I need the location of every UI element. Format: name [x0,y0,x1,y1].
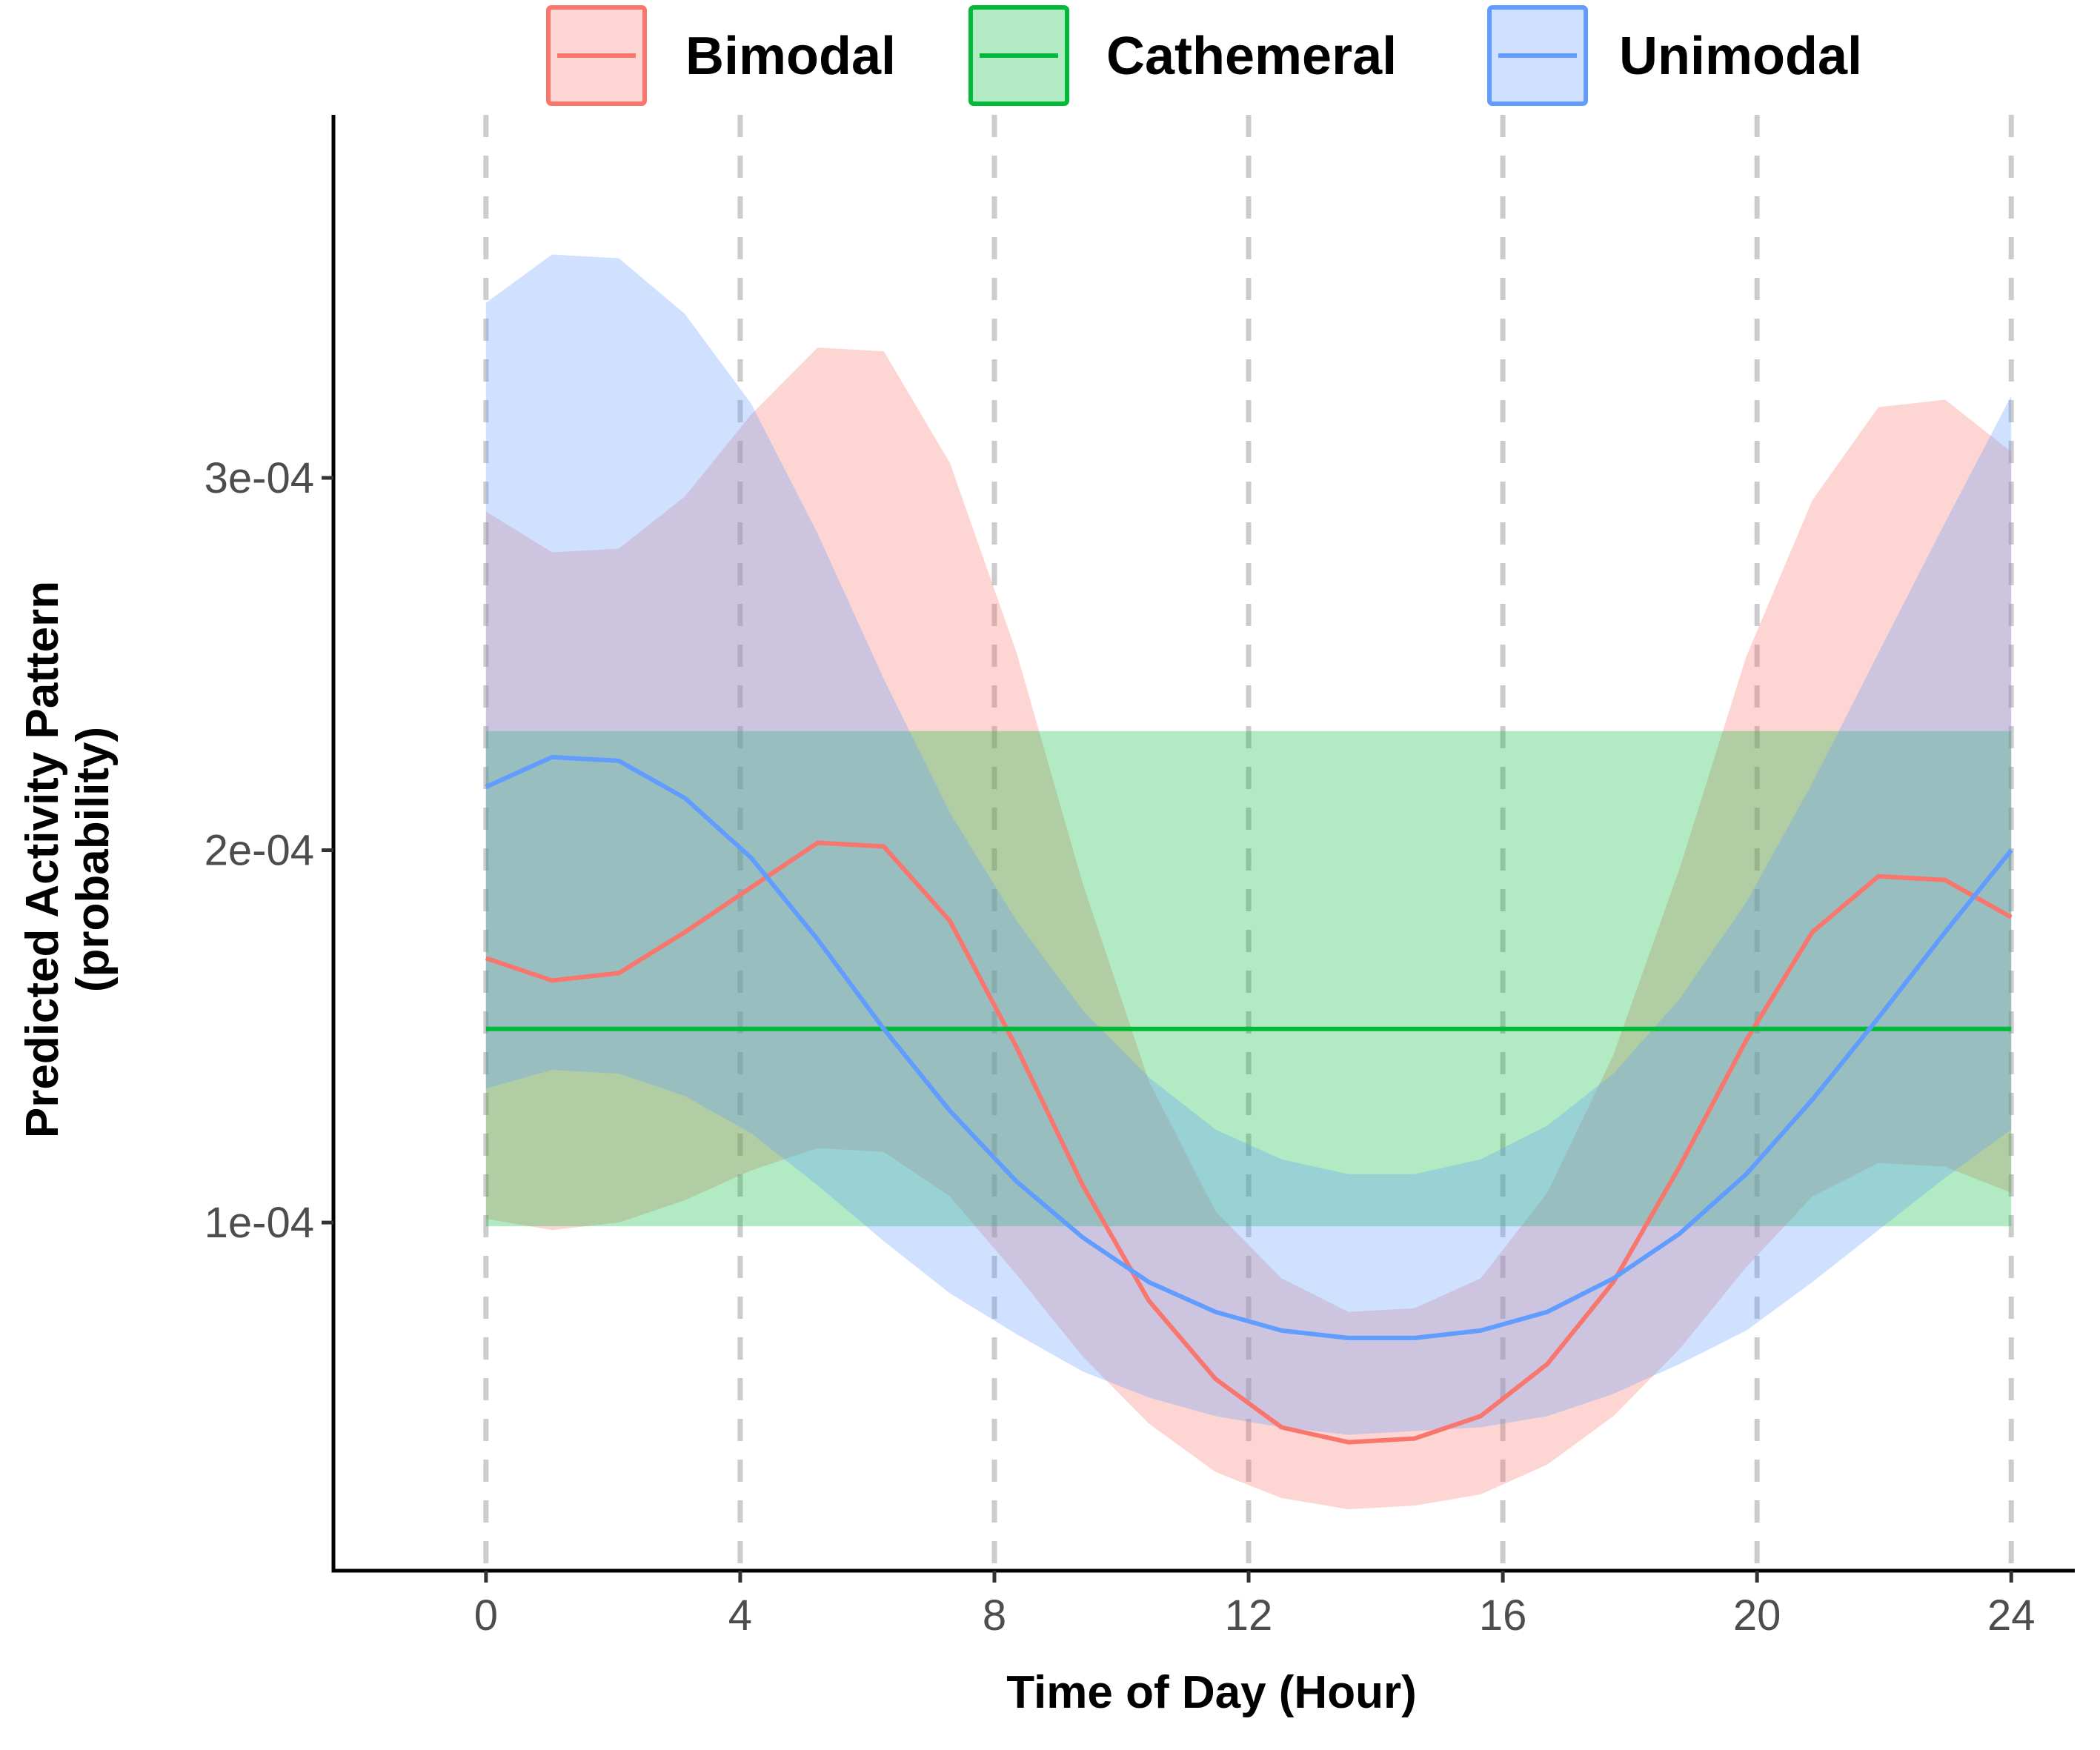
line-unimodal [485,754,2013,1340]
y-tick-label: 1e-04 [205,1199,314,1247]
x-tick-label: 24 [1987,1591,2036,1640]
y-axis-ticks: 1e-04 2e-04 3e-04 [205,454,333,1247]
band-cathemeral [485,731,2012,1227]
y-tick-label: 2e-04 [205,827,314,875]
legend-item-bimodal: Bimodal [546,5,896,106]
legend: Bimodal Cathemeral Unimodal [546,5,1862,106]
legend-label-unimodal: Unimodal [1619,27,1862,86]
series-lines [485,754,2013,1445]
band-bimodal [485,347,2012,1510]
legend-item-unimodal: Unimodal [1487,5,1862,106]
x-tick-label: 0 [474,1591,498,1640]
y-axis-title: Predicted Activity Pattern (probability) [17,581,119,1138]
legend-label-cathemeral: Cathemeral [1106,27,1397,86]
x-axis-title: Time of Day (Hour) [1006,1667,1416,1718]
x-axis-ticks: 0 4 8 12 16 20 24 [474,1571,2036,1640]
x-tick-label: 16 [1479,1591,1527,1640]
x-tick-label: 12 [1225,1591,1273,1640]
y-axis-title-line-2: (probability) [67,727,119,992]
axes [331,115,2075,1573]
legend-label-bimodal: Bimodal [685,27,896,86]
x-tick-label: 20 [1733,1591,1781,1640]
line-bimodal [485,840,2013,1445]
x-tick-label: 8 [983,1591,1006,1640]
confidence-bands [485,254,2012,1510]
x-tick-label: 4 [728,1591,752,1640]
y-axis-title-line-1: Predicted Activity Pattern [17,581,68,1138]
band-unimodal [485,254,2012,1435]
legend-item-cathemeral: Cathemeral [968,5,1397,106]
y-tick-label: 3e-04 [205,454,314,502]
